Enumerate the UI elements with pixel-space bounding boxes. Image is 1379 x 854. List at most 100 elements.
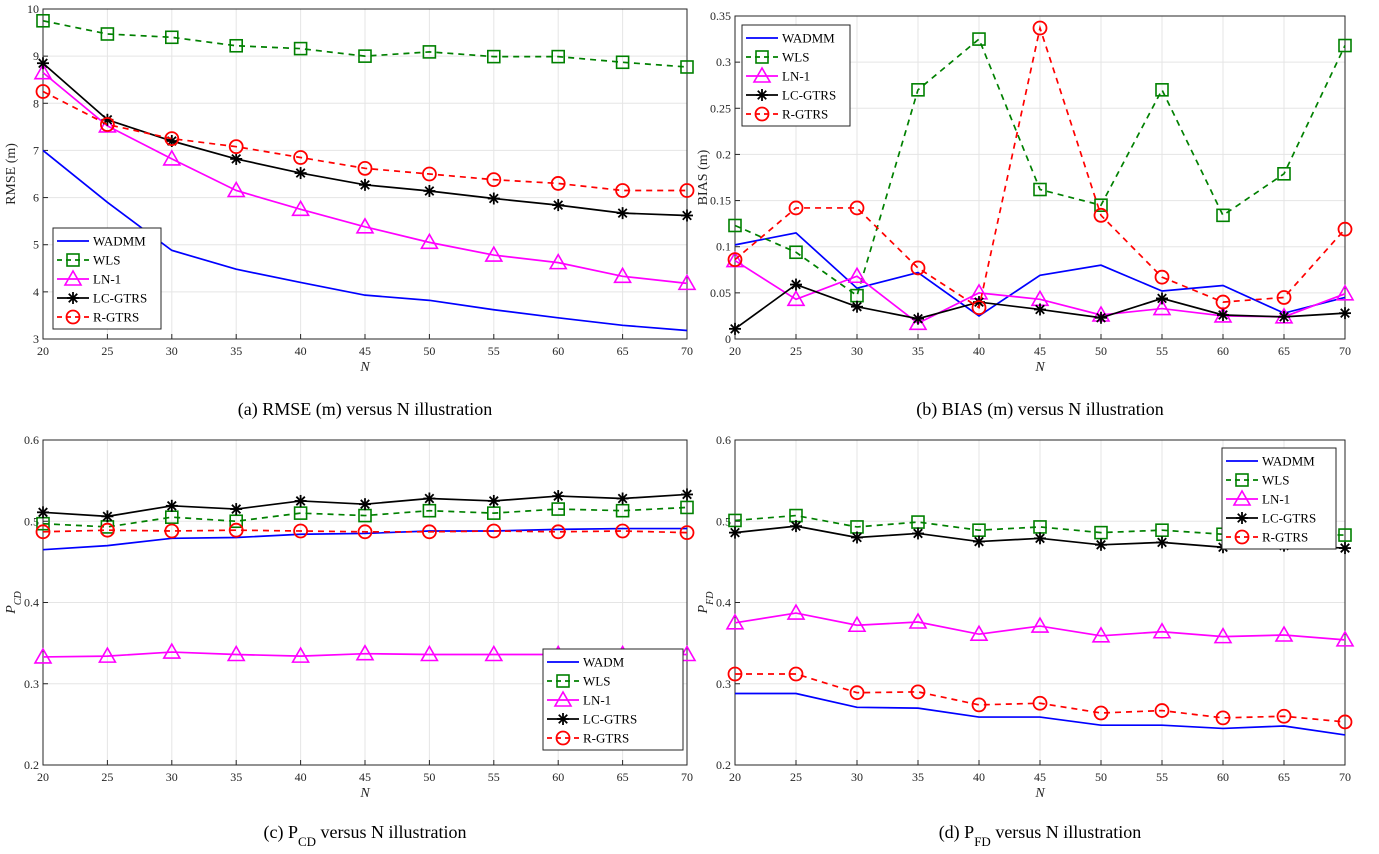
data-point	[36, 13, 50, 28]
x-tick-label: 50	[1095, 344, 1107, 358]
data-point	[355, 217, 375, 234]
figure-caption: (d) PFD versus N illustration	[939, 822, 1142, 849]
y-tick-label: 0.2	[716, 758, 731, 772]
series-line	[42, 527, 687, 551]
data-point	[1091, 626, 1111, 643]
data-point	[677, 273, 697, 291]
data-point	[725, 613, 745, 630]
data-point	[226, 644, 246, 662]
data-point	[1094, 525, 1108, 540]
legend-label: WLS	[782, 50, 809, 65]
x-tick-label: 40	[973, 770, 985, 784]
data-point	[229, 38, 243, 53]
data-point	[484, 245, 504, 262]
data-point	[1034, 532, 1046, 545]
axes-box	[42, 8, 688, 340]
data-point	[727, 252, 743, 268]
series-r-gtrs	[727, 666, 1353, 730]
y-tick-label: 0.6	[24, 433, 39, 447]
data-point	[1339, 307, 1351, 320]
y-tick-label: 0.25	[710, 101, 731, 115]
y-tick-label: 0.4	[716, 596, 731, 610]
data-point	[788, 200, 804, 216]
data-point	[679, 183, 695, 198]
legend-label: LC-GTRS	[1262, 511, 1316, 526]
data-point	[162, 642, 182, 659]
data-point	[226, 180, 246, 198]
data-point	[616, 207, 629, 220]
data-point	[35, 524, 51, 540]
data-point	[37, 57, 49, 70]
series-line	[42, 71, 688, 285]
y-tick-label: 3	[33, 332, 39, 346]
data-point	[728, 218, 742, 233]
data-point	[165, 499, 178, 512]
series-r-gtrs	[35, 522, 695, 541]
data-point	[790, 520, 802, 533]
data-point	[164, 131, 180, 147]
series-line	[42, 19, 688, 68]
x-tick-label: 55	[488, 344, 500, 358]
y-tick-label: 0.2	[24, 758, 39, 772]
data-point	[847, 266, 867, 284]
x-tick-label: 70	[1339, 770, 1351, 784]
x-tick-label: 55	[1156, 770, 1168, 784]
data-point	[550, 176, 566, 191]
y-tick-label: 0.3	[716, 677, 731, 691]
series-line	[734, 231, 1346, 317]
y-axis-label: PFD	[696, 591, 716, 615]
data-point	[616, 492, 629, 505]
y-tick-label: 0.05	[710, 286, 731, 300]
x-tick-label: 50	[423, 770, 435, 784]
data-point	[1156, 292, 1168, 305]
data-point	[1093, 705, 1109, 721]
figure-caption: (c) PCD versus N illustration	[263, 822, 466, 849]
data-point	[1030, 616, 1050, 633]
data-point	[486, 172, 502, 188]
x-axis-label: N	[359, 360, 370, 375]
x-axis-label: N	[1034, 360, 1045, 375]
data-point	[680, 60, 694, 74]
data-point	[849, 685, 865, 701]
data-point	[230, 503, 243, 516]
data-point	[615, 183, 630, 198]
data-point	[729, 526, 741, 539]
data-point	[422, 45, 437, 59]
data-point	[1155, 83, 1169, 97]
x-tick-label: 25	[790, 770, 802, 784]
data-point	[487, 494, 500, 507]
data-point	[613, 266, 632, 284]
x-tick-label: 30	[166, 344, 178, 358]
data-point	[229, 514, 243, 529]
data-point	[789, 245, 803, 260]
data-point	[548, 253, 568, 270]
data-point	[421, 524, 437, 540]
x-tick-label: 45	[359, 344, 371, 358]
y-tick-label: 4	[33, 285, 39, 299]
y-tick-label: 7	[33, 143, 39, 157]
data-point	[1216, 208, 1230, 223]
data-point	[847, 615, 867, 633]
data-point	[294, 167, 307, 180]
y-tick-label: 9	[33, 49, 39, 63]
y-tick-label: 6	[33, 191, 39, 205]
chart-panel-4: 20 25 30 35 40 45 50 55 60 65 70 0.2 0.3 0.4 0.5 0.6 N PF…	[696, 433, 1355, 849]
axes-box	[42, 439, 688, 766]
legend-label: WLS	[93, 253, 120, 268]
x-tick-label: 60	[552, 344, 564, 358]
data-point	[357, 160, 373, 176]
data-point	[421, 166, 437, 182]
x-tick-label: 20	[729, 344, 741, 358]
data-point	[98, 116, 117, 133]
data-point	[911, 83, 925, 97]
y-tick-label: 0.5	[24, 514, 39, 528]
x-tick-label: 25	[101, 344, 113, 358]
legend: WADM WLS LN-1 LC-GTRS R-GTRS	[542, 648, 684, 751]
y-tick-label: 0.4	[24, 596, 39, 610]
data-point	[486, 49, 501, 64]
x-tick-label: 60	[1217, 344, 1229, 358]
x-tick-label: 40	[295, 344, 307, 358]
data-point	[293, 523, 309, 539]
